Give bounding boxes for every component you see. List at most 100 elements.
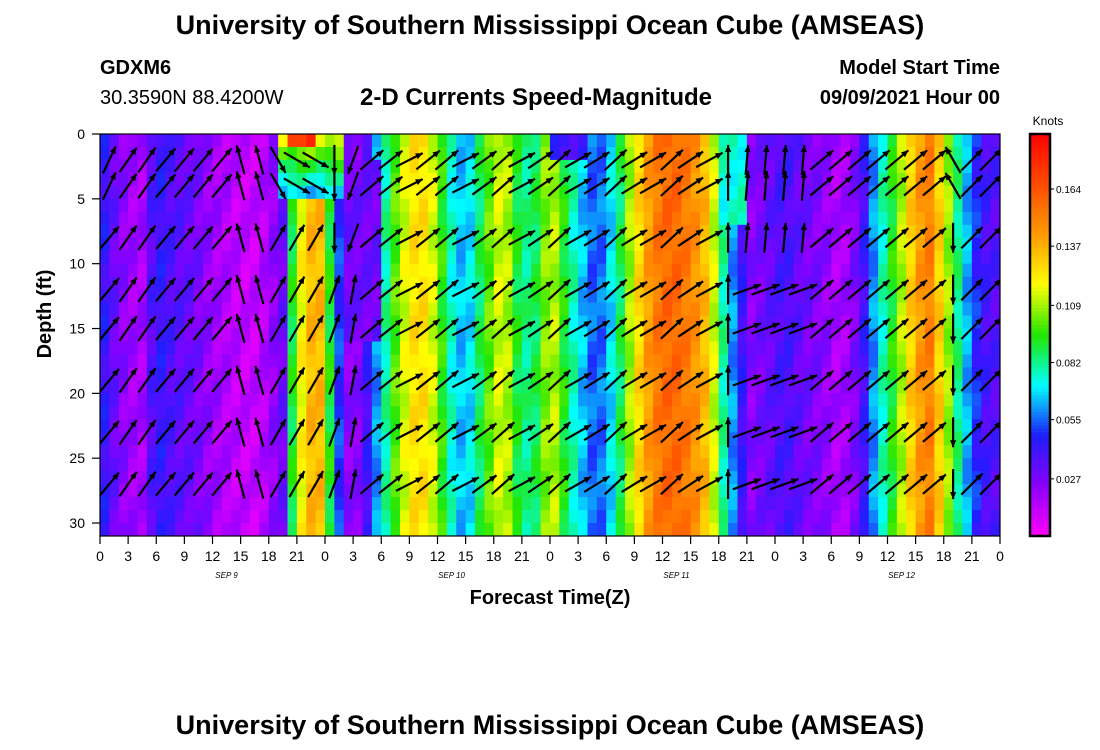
heat-cell (428, 224, 439, 239)
heat-cell (737, 250, 748, 265)
heat-cell (840, 419, 851, 433)
heat-cell (625, 523, 635, 536)
heat-cell (334, 458, 345, 472)
heat-cell (756, 367, 767, 381)
heat-cell (587, 198, 598, 213)
current-arrow (922, 149, 947, 171)
heat-cell (362, 315, 373, 330)
heat-cell (793, 458, 804, 472)
heat-cell (775, 134, 785, 148)
heat-cell (165, 523, 176, 536)
heat-cell (756, 328, 767, 343)
heat-cell (353, 263, 364, 278)
heat-cell (718, 224, 729, 239)
heat-cell (437, 432, 448, 446)
heat-cell (493, 302, 504, 317)
heat-cell (990, 250, 1000, 265)
heat-cell (859, 185, 870, 200)
heat-cell (475, 510, 485, 524)
heat-cell (587, 406, 598, 420)
colorbar-band (1030, 311, 1050, 316)
current-arrow (865, 279, 891, 301)
heat-cell (671, 263, 682, 278)
heat-cell (193, 419, 204, 433)
heat-cell (868, 172, 879, 187)
heat-cell (596, 458, 607, 472)
heat-cell (381, 224, 392, 239)
heat-cell (550, 432, 560, 446)
heat-cell (578, 497, 589, 511)
heat-cell (821, 224, 832, 239)
heat-cell (175, 263, 185, 278)
heat-cell (596, 432, 607, 446)
heat-cell (634, 237, 645, 252)
current-arrow (603, 473, 628, 496)
heat-cell (109, 159, 120, 174)
heat-cell (203, 484, 214, 498)
heat-cell (775, 159, 785, 174)
current-arrow (769, 283, 799, 296)
heat-cell (625, 172, 635, 187)
heat-cell (268, 276, 279, 291)
current-arrow (451, 152, 480, 168)
current-arrow (809, 149, 835, 171)
heat-cell (662, 134, 673, 148)
heat-cell (925, 250, 935, 265)
heat-cell (568, 354, 579, 369)
heat-cell (859, 146, 870, 161)
heat-cell (784, 484, 795, 498)
current-arrow (471, 150, 498, 170)
heat-cell (371, 237, 382, 252)
heat-cell (840, 134, 851, 148)
heat-cell (821, 380, 832, 394)
heat-cell (428, 250, 439, 265)
current-arrow (254, 469, 265, 499)
heat-cell (915, 198, 926, 213)
heat-cell (615, 510, 626, 524)
heat-cell (493, 237, 504, 252)
heat-cell (953, 445, 964, 459)
current-arrow (269, 276, 287, 304)
heat-cell (400, 471, 410, 485)
current-arrow (809, 473, 835, 495)
heat-cell (962, 159, 973, 174)
heat-cell (850, 380, 860, 394)
heat-cell (418, 224, 429, 239)
current-arrow (950, 313, 957, 344)
heat-cell (550, 250, 560, 265)
heat-cell (475, 315, 485, 330)
heat-cell (221, 406, 232, 420)
heat-cell (221, 497, 232, 511)
heat-cell (971, 134, 982, 148)
heat-cell (915, 263, 926, 278)
heat-cell (990, 354, 1000, 369)
heat-cell (737, 354, 748, 369)
heat-cell (418, 419, 429, 433)
heat-cell (821, 393, 832, 407)
heat-cell (503, 224, 514, 239)
heat-cell (831, 458, 842, 472)
heat-cell (550, 341, 560, 356)
heat-cell (240, 250, 251, 265)
heat-cell (765, 406, 776, 420)
heat-cell (587, 328, 598, 343)
heat-cell (231, 432, 242, 446)
colorbar-band (1030, 187, 1050, 192)
heat-cell (400, 393, 410, 407)
current-arrow (451, 229, 480, 246)
current-arrow (788, 426, 818, 439)
heat-cell (718, 328, 729, 343)
heat-cell (109, 198, 120, 213)
heat-cell (428, 484, 439, 498)
heat-cell (531, 341, 542, 356)
current-arrow (564, 372, 592, 389)
heat-cell (653, 146, 664, 161)
heat-cell (484, 134, 495, 148)
heat-cell (568, 523, 579, 536)
heat-cell (821, 276, 832, 291)
heat-cell (484, 432, 495, 446)
heat-cell (981, 341, 992, 356)
heat-cell (653, 302, 664, 317)
heat-cell (718, 263, 729, 278)
current-arrow (346, 145, 360, 175)
